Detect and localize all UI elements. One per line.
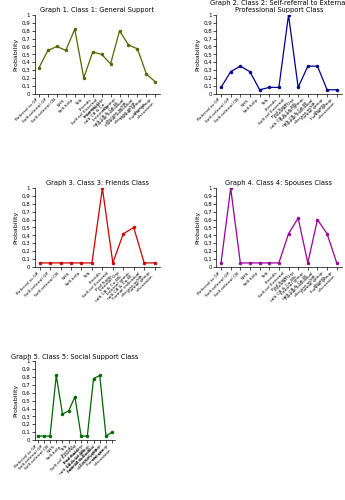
Y-axis label: Probability: Probability xyxy=(196,38,200,71)
Y-axis label: Probability: Probability xyxy=(14,211,19,244)
Title: Graph 1. Class 1: General Support: Graph 1. Class 1: General Support xyxy=(40,7,154,13)
Title: Graph 5. Class 5: Social Support Class: Graph 5. Class 5: Social Support Class xyxy=(11,354,139,360)
Y-axis label: Probability: Probability xyxy=(196,211,200,244)
Title: Graph 2. Class 2: Self-referral to External
Professional Support Class: Graph 2. Class 2: Self-referral to Exter… xyxy=(210,0,345,13)
Y-axis label: Probability: Probability xyxy=(14,384,19,418)
Title: Graph 4. Class 4: Spouses Class: Graph 4. Class 4: Spouses Class xyxy=(225,180,332,186)
Title: Graph 3. Class 3: Friends Class: Graph 3. Class 3: Friends Class xyxy=(46,180,149,186)
Y-axis label: Probability: Probability xyxy=(14,38,19,71)
